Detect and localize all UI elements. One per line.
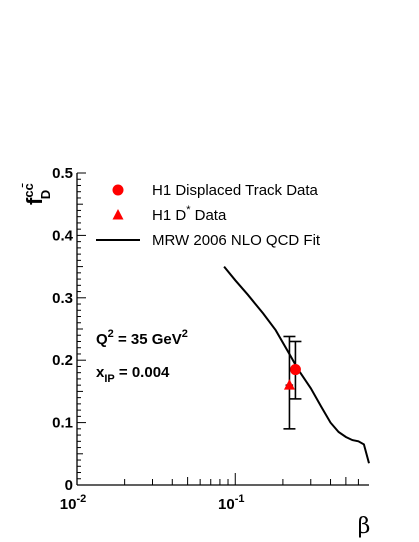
y-axis-title-sub: D: [38, 190, 53, 199]
axis-titles: fcc̄ Dβ: [21, 183, 370, 539]
legend-label-main: MRW 2006 NLO QCD Fit: [152, 232, 321, 249]
annotation-q2-sup2: 2: [182, 328, 188, 340]
x-tick-label-base: 10: [218, 496, 235, 513]
x-axis-title: β: [358, 514, 371, 539]
x-tick-label: 10-1: [218, 493, 244, 513]
fit-curve: [223, 265, 370, 464]
y-axis-title-base: f: [22, 197, 47, 205]
legend-label: H1 D* Data: [152, 204, 227, 224]
annotation-q2-rest: = 35 GeV: [114, 331, 182, 348]
annotation-xip-rest: = 0.004: [115, 364, 170, 381]
legend-label: MRW 2006 NLO QCD Fit: [152, 232, 321, 249]
annotation-xip: xIP = 0.004: [96, 364, 170, 385]
annotation-q2-sup: 2: [108, 328, 114, 340]
annotation-q2-base: Q: [96, 331, 108, 348]
y-axis-title-sup: cc̄: [21, 183, 36, 197]
legend: H1 Displaced Track Data H1 D* Data MRW 200…: [96, 182, 321, 249]
legend-label-rest: Data: [190, 207, 227, 224]
x-tick-label-base: 10: [60, 496, 77, 513]
annotation-xip-base: x: [96, 364, 105, 381]
x-tick-label-exp: -1: [235, 493, 245, 505]
y-axis-title: fcc̄ D: [21, 183, 53, 205]
y-tick-label-origin: 0: [65, 477, 73, 494]
legend-label-sup: *: [186, 204, 191, 216]
x-tick-label-exp: -2: [76, 493, 86, 505]
y-tick-label: 0.4: [52, 227, 74, 244]
legend-label-main: H1 D: [152, 207, 186, 224]
y-tick-label: 0.3: [52, 290, 73, 307]
data-points-layer: [283, 335, 302, 430]
legend-label-main: H1 Displaced Track Data: [152, 182, 319, 199]
legend-label: H1 Displaced Track Data: [152, 182, 319, 199]
legend-marker-triangle: [112, 209, 124, 220]
x-tick-label: 10-2: [60, 493, 86, 513]
y-tick-label: 0.2: [52, 352, 73, 369]
data-point-triangle: [283, 379, 295, 390]
y-tick-label: 0.1: [52, 415, 73, 432]
data-point-circle: [289, 364, 301, 376]
annotation-xip-sub: IP: [104, 373, 114, 385]
annotation-q2: Q2 = 35 GeV2: [96, 328, 188, 348]
legend-marker-circle: [112, 184, 124, 196]
fit-curve-layer: [223, 265, 370, 464]
y-tick-label: 0.5: [52, 165, 73, 182]
